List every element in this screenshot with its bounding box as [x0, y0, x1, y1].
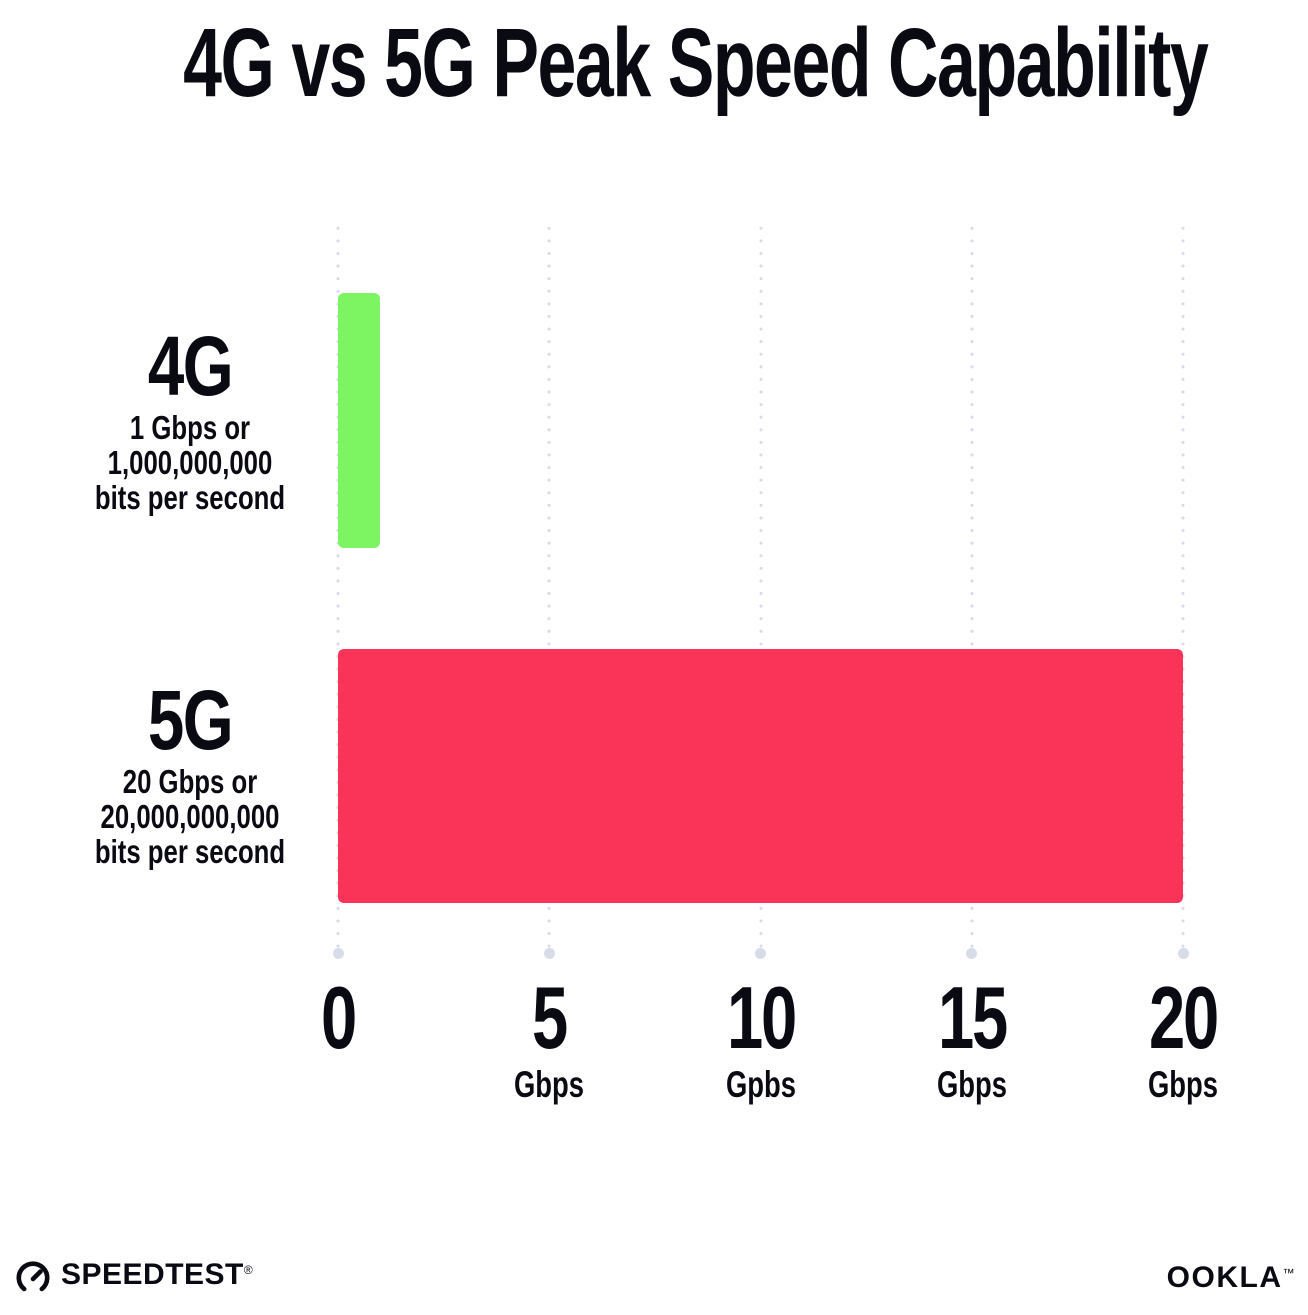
- category-caption-line: 20,000,000,000: [100, 798, 280, 835]
- category-caption-line: bits per second: [94, 833, 286, 870]
- bar-5g: [338, 649, 1183, 903]
- x-tick-unit: Gbps: [1148, 1064, 1218, 1105]
- gridline-5: [543, 222, 555, 959]
- gridline-end-dot: [755, 948, 766, 959]
- plot-area: [332, 222, 1189, 959]
- gridline-end-dot: [543, 948, 555, 959]
- category-name-4g: 4G: [147, 319, 234, 413]
- x-tick-value: 15: [937, 968, 1008, 1067]
- registered-trademark-mark: ®: [243, 1263, 254, 1277]
- x-axis: 0 5 Gbps 10 Gpbs 15 Gbps 20 Gbps: [321, 968, 1219, 1115]
- x-tick-value: 5: [532, 968, 568, 1067]
- x-tick-5: 5 Gbps: [438, 968, 660, 1105]
- x-tick-value: 10: [726, 968, 796, 1067]
- category-caption-line: bits per second: [94, 479, 286, 516]
- x-tick-unit: Gbps: [514, 1064, 585, 1105]
- speedtest-logo: SPEEDTEST®: [14, 1256, 253, 1299]
- x-tick-10: 10 Gpbs: [650, 968, 872, 1105]
- category-caption-line: 1 Gbps or: [129, 409, 251, 446]
- gridline-10: [755, 222, 766, 959]
- x-tick-0: 0: [227, 968, 449, 1067]
- x-tick-20: 20 Gbps: [1072, 968, 1294, 1105]
- x-tick-value: 20: [1148, 968, 1219, 1067]
- ookla-logo: OOKLA™: [1167, 1260, 1296, 1301]
- x-tick-value: 0: [320, 968, 357, 1067]
- category-name-5g: 5G: [147, 673, 234, 767]
- category-caption-line: 1,000,000,000: [107, 444, 273, 481]
- trademark-mark: ™: [1282, 1266, 1296, 1280]
- bar-4g: [338, 293, 381, 548]
- category-caption-line: 20 Gbps or: [122, 763, 258, 800]
- ookla-wordmark: OOKLA™: [1166, 1261, 1296, 1294]
- category-label-4g: 4G 1 Gbps or 1,000,000,000 bits per seco…: [57, 322, 322, 515]
- speedtest-wordmark: SPEEDTEST®: [61, 1258, 254, 1291]
- gridline-15: [966, 222, 978, 959]
- gridline-0: [332, 222, 344, 959]
- x-tick-unit: Gpbs: [725, 1064, 796, 1105]
- speedometer-gauge-icon: [14, 1259, 52, 1297]
- page-title: 4G vs 5G Peak Speed Capability: [183, 8, 1209, 117]
- x-tick-unit: Gbps: [936, 1064, 1007, 1105]
- x-tick-15: 15 Gbps: [861, 968, 1083, 1105]
- gridline-end-dot: [966, 948, 978, 959]
- category-label-5g: 5G 20 Gbps or 20,000,000,000 bits per se…: [57, 676, 322, 869]
- gridline-end-dot: [332, 948, 344, 959]
- gridline-end-dot: [1177, 948, 1189, 959]
- gridline-20: [1177, 222, 1189, 959]
